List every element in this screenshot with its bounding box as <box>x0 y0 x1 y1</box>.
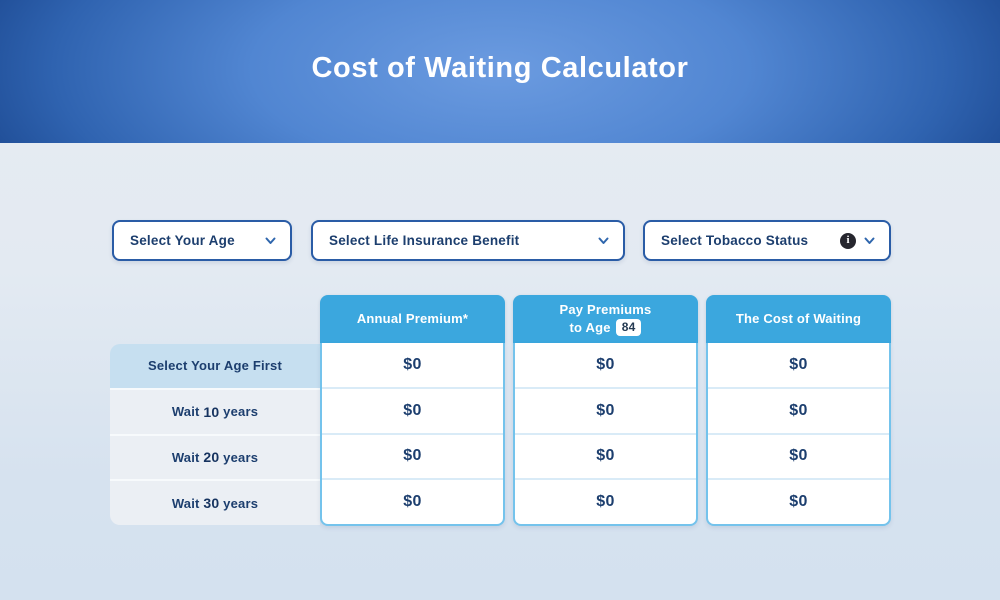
select-age-label: Select Your Age <box>130 233 235 248</box>
header-banner: Cost of Waiting Calculator <box>0 0 1000 143</box>
chevron-down-icon <box>598 237 609 245</box>
annual-premium-body: $0 $0 $0 $0 <box>320 343 505 526</box>
cost-of-waiting-value-row2: $0 <box>708 389 889 435</box>
pay-premiums-body: $0 $0 $0 $0 <box>513 343 698 526</box>
pay-premiums-column: Pay Premiums to Age 84 $0 $0 $0 $0 <box>513 295 698 526</box>
annual-premium-value-row4: $0 <box>403 493 422 511</box>
row-label-column: Select Your Age First Wait 10 years Wait… <box>110 344 320 525</box>
row-label-select-age-first: Select Your Age First <box>110 344 320 390</box>
select-age-dropdown[interactable]: Select Your Age <box>112 220 292 261</box>
pay-premiums-value-row1: $0 <box>515 343 696 389</box>
info-icon[interactable]: i <box>840 232 856 249</box>
cost-of-waiting-value-row3: $0 <box>708 435 889 481</box>
select-tobacco-dropdown[interactable]: Select Tobacco Status i <box>643 220 891 261</box>
select-benefit-label: Select Life Insurance Benefit <box>329 233 520 248</box>
page-title: Cost of Waiting Calculator <box>311 52 689 84</box>
row-label-wait-30-years: Wait 30 years <box>110 481 320 525</box>
cost-of-waiting-column: The Cost of Waiting $0 $0 $0 $0 <box>706 295 891 526</box>
annual-premium-value-row3: $0 <box>322 435 503 481</box>
pay-to-age-badge: 84 <box>615 319 642 337</box>
pay-premiums-value-row4: $0 <box>596 493 615 511</box>
cost-of-waiting-header: The Cost of Waiting <box>706 295 891 343</box>
select-tobacco-label: Select Tobacco Status <box>661 233 809 248</box>
annual-premium-column: Annual Premium* $0 $0 $0 $0 <box>320 295 505 526</box>
pay-premiums-header: Pay Premiums to Age 84 <box>513 295 698 343</box>
pay-premiums-value-row2: $0 <box>515 389 696 435</box>
annual-premium-value-row2: $0 <box>322 389 503 435</box>
cost-of-waiting-body: $0 $0 $0 $0 <box>706 343 891 526</box>
chevron-down-icon <box>265 237 276 245</box>
row-label-wait-20-years: Wait 20 years <box>110 435 320 482</box>
cost-of-waiting-value-row4: $0 <box>789 493 808 511</box>
annual-premium-value-row1: $0 <box>322 343 503 389</box>
pay-premiums-value-row3: $0 <box>515 435 696 481</box>
cost-of-waiting-value-row1: $0 <box>708 343 889 389</box>
select-benefit-dropdown[interactable]: Select Life Insurance Benefit <box>311 220 625 261</box>
annual-premium-header: Annual Premium* <box>320 295 505 343</box>
chevron-down-icon <box>864 237 875 245</box>
row-label-wait-10-years: Wait 10 years <box>110 389 320 436</box>
